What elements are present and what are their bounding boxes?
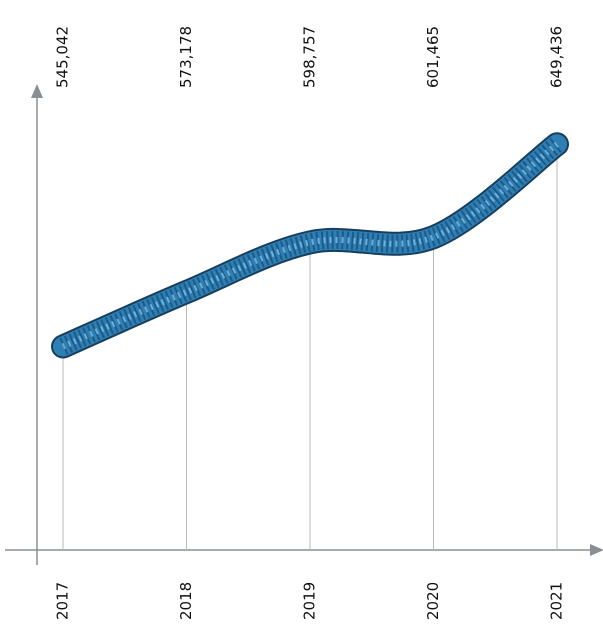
value-label: 649,436 [548,26,566,88]
value-label: 601,465 [424,26,442,88]
x-tick-label: 2019 [301,582,319,620]
x-tick-label: 2020 [424,582,442,620]
x-tick-label: 2018 [177,582,195,620]
rope-highlight [61,141,559,350]
value-label: 598,757 [301,26,319,88]
x-tick-label: 2021 [548,582,566,620]
value-label: 545,042 [54,26,72,88]
value-label: 573,178 [177,26,195,88]
x-tick-label: 2017 [54,582,72,620]
